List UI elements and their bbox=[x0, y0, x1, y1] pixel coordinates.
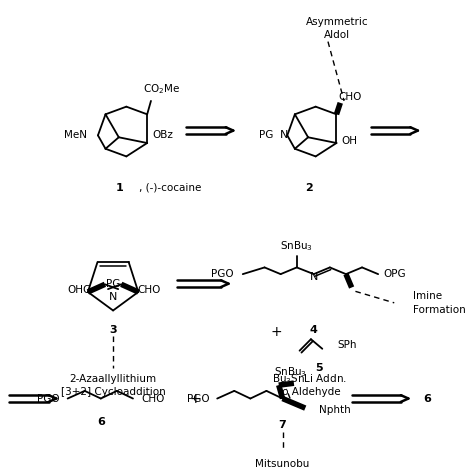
Text: CHO: CHO bbox=[338, 92, 362, 102]
Text: OPG: OPG bbox=[383, 269, 405, 279]
Text: N: N bbox=[310, 272, 318, 282]
Text: SnBu$_3$: SnBu$_3$ bbox=[280, 240, 313, 253]
Text: SPh: SPh bbox=[337, 340, 357, 350]
Text: PG: PG bbox=[259, 130, 273, 141]
Text: Bu$_3$SnLi Addn.: Bu$_3$SnLi Addn. bbox=[272, 373, 346, 386]
Text: N: N bbox=[109, 292, 117, 302]
Text: PGO: PGO bbox=[210, 269, 233, 279]
Text: Mitsunobu: Mitsunobu bbox=[255, 459, 310, 467]
Text: N: N bbox=[280, 130, 289, 141]
Text: OH: OH bbox=[341, 136, 357, 146]
Text: Formation: Formation bbox=[413, 304, 466, 315]
Text: 6: 6 bbox=[97, 417, 105, 427]
Text: 6: 6 bbox=[423, 394, 431, 403]
Text: PGO: PGO bbox=[187, 394, 210, 403]
Text: 2-Azaallyllithium: 2-Azaallyllithium bbox=[70, 375, 156, 384]
Text: 2: 2 bbox=[305, 183, 313, 193]
Text: 4: 4 bbox=[310, 325, 318, 335]
Text: Asymmetric: Asymmetric bbox=[306, 17, 369, 28]
Text: OHC: OHC bbox=[68, 285, 91, 295]
Text: PG: PG bbox=[106, 279, 120, 289]
Text: Aldol: Aldol bbox=[324, 30, 350, 40]
Text: 1: 1 bbox=[116, 183, 124, 193]
Text: +: + bbox=[190, 391, 201, 405]
Text: 3: 3 bbox=[109, 325, 117, 335]
Text: CO$_2$Me: CO$_2$Me bbox=[143, 83, 181, 96]
Text: 7: 7 bbox=[279, 420, 286, 430]
Text: Imine: Imine bbox=[413, 291, 442, 301]
Text: +: + bbox=[270, 325, 282, 339]
Text: MeN: MeN bbox=[64, 130, 87, 141]
Text: to Aldehyde: to Aldehyde bbox=[278, 387, 340, 397]
Text: [3+2] Cycloaddition: [3+2] Cycloaddition bbox=[61, 387, 165, 397]
Text: OBz: OBz bbox=[152, 130, 173, 141]
Text: Nphth: Nphth bbox=[319, 405, 350, 415]
Text: CHO: CHO bbox=[141, 394, 165, 403]
Text: SnBu$_3$: SnBu$_3$ bbox=[273, 365, 307, 379]
Text: , (-)-cocaine: , (-)-cocaine bbox=[139, 183, 201, 193]
Text: PGO: PGO bbox=[37, 394, 60, 403]
Text: 5: 5 bbox=[315, 363, 322, 373]
Text: CHO: CHO bbox=[137, 285, 161, 295]
